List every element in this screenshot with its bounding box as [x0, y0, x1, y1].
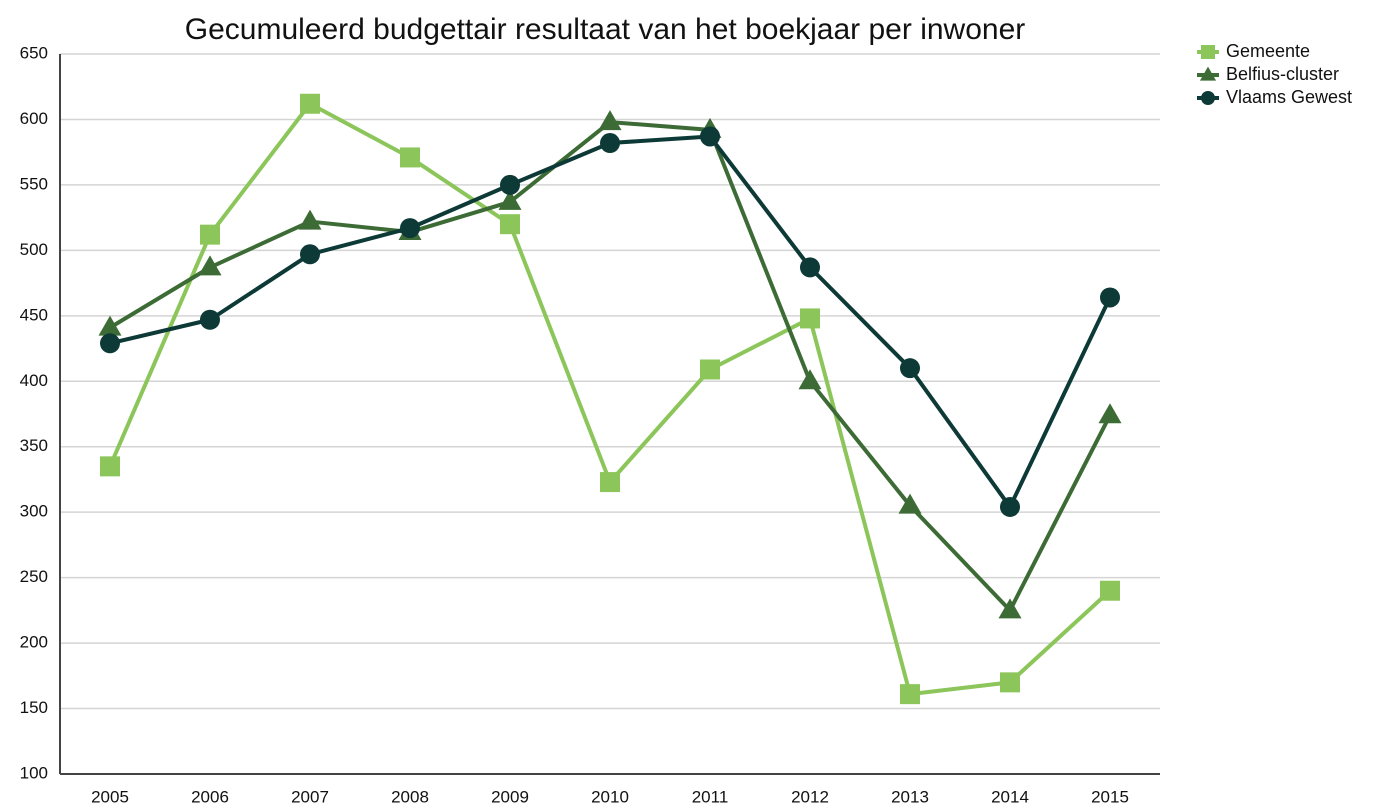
- y-tick-label: 450: [20, 305, 48, 324]
- x-tick-label: 2007: [291, 787, 329, 806]
- point: [1000, 672, 1020, 693]
- x-tick-label: 2015: [1091, 787, 1129, 806]
- point: [100, 333, 120, 354]
- point: [1100, 287, 1120, 308]
- point: [700, 126, 720, 147]
- point: [798, 369, 822, 390]
- point: [1000, 496, 1020, 517]
- y-tick-label: 100: [20, 763, 48, 782]
- point: [200, 309, 220, 330]
- series-line: [109, 134, 1112, 509]
- legend-label: Gemeente: [1226, 41, 1310, 61]
- legend-marker: [1201, 45, 1215, 59]
- x-tick-label: 2010: [591, 787, 629, 806]
- legend-label: Belfius-cluster: [1226, 64, 1339, 84]
- point: [498, 189, 522, 210]
- x-tick-label: 2013: [891, 787, 929, 806]
- x-tick-label: 2009: [491, 787, 529, 806]
- x-tick-label: 2014: [991, 787, 1029, 806]
- y-tick-label: 400: [20, 371, 48, 390]
- x-tick-label: 2012: [791, 787, 829, 806]
- series-line: [108, 101, 1112, 697]
- point: [98, 315, 122, 336]
- y-tick-label: 300: [20, 502, 48, 521]
- y-tick-label: 350: [20, 436, 48, 455]
- legend-label: Vlaams Gewest: [1226, 87, 1352, 107]
- x-tick-label: 2008: [391, 787, 429, 806]
- series-line: [108, 120, 1112, 613]
- point: [900, 684, 920, 705]
- point: [700, 359, 720, 380]
- y-tick-label: 650: [20, 43, 48, 62]
- point: [1098, 403, 1122, 424]
- y-tick-label: 600: [20, 109, 48, 128]
- point: [1100, 580, 1120, 601]
- legend-marker: [1201, 91, 1215, 105]
- point: [900, 358, 920, 379]
- x-tick-label: 2006: [191, 787, 229, 806]
- point: [200, 224, 220, 245]
- point: [298, 209, 322, 230]
- point: [898, 493, 922, 514]
- point: [400, 218, 420, 239]
- legend-marker: [1199, 66, 1217, 81]
- x-tick-label: 2005: [91, 787, 129, 806]
- point: [400, 147, 420, 168]
- point: [600, 472, 620, 493]
- point: [100, 456, 120, 477]
- point: [500, 214, 520, 235]
- point: [198, 255, 222, 276]
- point: [998, 598, 1022, 619]
- point: [598, 110, 622, 131]
- point: [800, 308, 820, 329]
- point: [800, 257, 820, 278]
- point: [300, 93, 320, 114]
- y-tick-label: 250: [20, 567, 48, 586]
- y-tick-label: 200: [20, 633, 48, 652]
- y-tick-label: 500: [20, 240, 48, 259]
- y-tick-label: 550: [20, 174, 48, 193]
- point: [600, 133, 620, 154]
- point: [300, 244, 320, 265]
- y-tick-label: 150: [20, 698, 48, 717]
- chart-title: Gecumuleerd budgettair resultaat van het…: [185, 13, 1026, 46]
- x-tick-label: 2011: [692, 787, 729, 806]
- point: [500, 174, 520, 195]
